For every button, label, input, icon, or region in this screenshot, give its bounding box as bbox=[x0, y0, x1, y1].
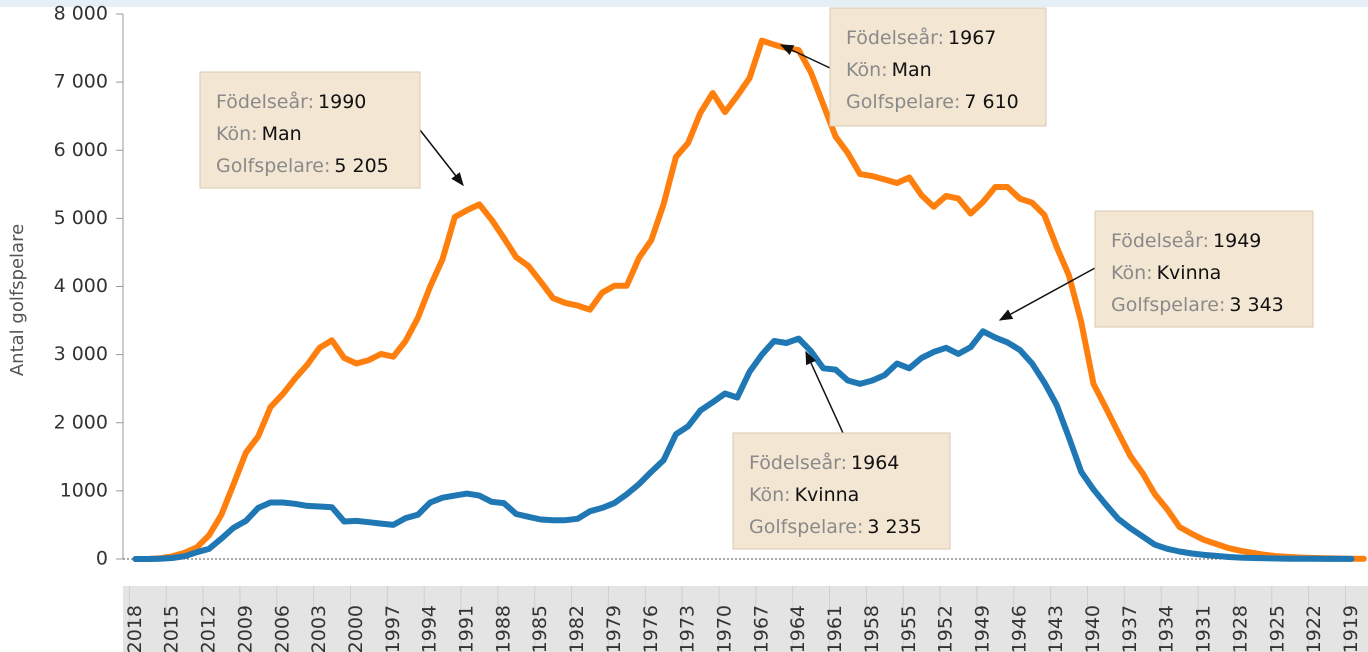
annotation-value: Man bbox=[262, 123, 302, 145]
x-tick-label: 1967 bbox=[750, 605, 772, 652]
annotation-line: Födelseår: 1967 bbox=[846, 26, 996, 49]
x-tick-label: 1919 bbox=[1340, 605, 1362, 652]
x-tick-label: 1949 bbox=[971, 605, 993, 652]
annotation-arrow bbox=[419, 129, 464, 187]
x-tick-label: 1940 bbox=[1082, 605, 1104, 652]
x-tick-label: 1973 bbox=[677, 605, 699, 652]
x-tick-label: 1934 bbox=[1156, 605, 1178, 652]
annotation-value: 3 235 bbox=[867, 516, 921, 538]
annotation-label: Födelseår: bbox=[216, 90, 314, 113]
annotation-value: 1964 bbox=[851, 452, 899, 474]
x-tick-label: 1988 bbox=[492, 605, 514, 652]
x-tick-label: 1997 bbox=[382, 605, 404, 652]
annotation-line: Golfspelare: 3 343 bbox=[1111, 294, 1284, 316]
annotation-label: Kön: bbox=[749, 484, 791, 506]
annotation-label: Golfspelare: bbox=[1111, 294, 1225, 316]
x-tick-label: 1979 bbox=[603, 605, 625, 652]
annotation-value: Kvinna bbox=[1157, 262, 1222, 284]
annotation-line: Kön: Man bbox=[216, 123, 302, 145]
annotation-label: Golfspelare: bbox=[846, 91, 960, 113]
x-tick-label: 1952 bbox=[935, 605, 957, 652]
y-tick-label: 2 000 bbox=[54, 411, 108, 433]
x-tick-label: 1955 bbox=[898, 605, 920, 652]
x-tick-label: 2006 bbox=[271, 605, 293, 652]
annotation-value: 1990 bbox=[318, 91, 366, 113]
annotation-line: Födelseår: 1964 bbox=[749, 451, 899, 474]
y-tick-label: 0 bbox=[96, 548, 108, 570]
y-tick-label: 3 000 bbox=[54, 343, 108, 365]
x-axis-band bbox=[123, 586, 1368, 652]
x-tick-label: 2012 bbox=[198, 605, 220, 652]
x-tick-label: 1994 bbox=[419, 605, 441, 652]
annotation-line: Golfspelare: 7 610 bbox=[846, 91, 1019, 113]
annotation-label: Golfspelare: bbox=[749, 516, 863, 538]
annotation-label: Kön: bbox=[846, 59, 888, 81]
annotation-value: 1949 bbox=[1213, 230, 1261, 252]
annotation-box bbox=[1094, 210, 1314, 328]
y-tick-label: 6 000 bbox=[54, 139, 108, 161]
annotation-line: Födelseår: 1990 bbox=[216, 90, 366, 113]
x-tick-label: 1964 bbox=[787, 605, 809, 652]
annotation-label: Golfspelare: bbox=[216, 155, 330, 177]
x-tick-label: 1991 bbox=[456, 605, 478, 652]
annotation-box bbox=[199, 71, 421, 189]
annotation-label: Födelseår: bbox=[846, 26, 944, 49]
y-tick-label: 7 000 bbox=[54, 71, 108, 93]
x-tick-label: 2009 bbox=[234, 605, 256, 652]
y-tick-label: 4 000 bbox=[54, 275, 108, 297]
x-tick-label: 1925 bbox=[1266, 605, 1288, 652]
x-tick-label: 1946 bbox=[1008, 605, 1030, 652]
annotation-label: Kön: bbox=[1111, 262, 1153, 284]
y-axis-label: Antal golfspelare bbox=[7, 224, 28, 376]
x-tick-label: 2003 bbox=[308, 605, 330, 652]
series-line bbox=[132, 37, 1367, 562]
x-tick-label: 1928 bbox=[1229, 605, 1251, 652]
y-tick-label: 1000 bbox=[60, 479, 108, 501]
annotation-line: Kön: Kvinna bbox=[749, 484, 859, 506]
annotation-label: Födelseår: bbox=[749, 451, 847, 474]
annotation-box bbox=[829, 7, 1047, 127]
annotation-label: Födelseår: bbox=[1111, 229, 1209, 252]
annotation-box bbox=[732, 432, 951, 550]
x-tick-label: 1937 bbox=[1119, 605, 1141, 652]
annotation-line: Golfspelare: 5 205 bbox=[216, 155, 389, 177]
annotation-arrow bbox=[779, 44, 831, 69]
annotation-line: Golfspelare: 3 235 bbox=[749, 516, 922, 538]
x-tick-label: 1943 bbox=[1045, 605, 1067, 652]
x-tick-label: 2018 bbox=[124, 605, 146, 652]
y-tick-label: 8 000 bbox=[54, 3, 108, 25]
annotation-value: 1967 bbox=[948, 27, 996, 49]
x-tick-label: 2015 bbox=[161, 605, 183, 652]
x-tick-label: 1976 bbox=[640, 605, 662, 652]
top-strip bbox=[0, 0, 1368, 7]
annotation-value: Man bbox=[892, 59, 932, 81]
x-tick-label: 1970 bbox=[714, 605, 736, 652]
annotation-value: 5 205 bbox=[334, 155, 388, 177]
annotation-value: Kvinna bbox=[795, 484, 860, 506]
x-tick-label: 1931 bbox=[1193, 605, 1215, 652]
annotation-line: Kön: Kvinna bbox=[1111, 262, 1221, 284]
annotation-value: 7 610 bbox=[964, 91, 1018, 113]
annotation-arrow bbox=[998, 267, 1096, 321]
x-tick-label: 1985 bbox=[529, 605, 551, 652]
series-line bbox=[132, 328, 1355, 562]
x-tick-label: 1982 bbox=[566, 605, 588, 652]
annotation-line: Födelseår: 1949 bbox=[1111, 229, 1261, 252]
x-tick-label: 1922 bbox=[1303, 605, 1325, 652]
x-tick-label: 1961 bbox=[824, 605, 846, 652]
annotation-value: 3 343 bbox=[1229, 294, 1283, 316]
annotation-line: Kön: Man bbox=[846, 59, 932, 81]
annotation-label: Kön: bbox=[216, 123, 258, 145]
x-tick-label: 2000 bbox=[345, 605, 367, 652]
annotation-arrow bbox=[805, 350, 844, 434]
y-tick-label: 5 000 bbox=[54, 207, 108, 229]
x-tick-label: 1958 bbox=[861, 605, 883, 652]
